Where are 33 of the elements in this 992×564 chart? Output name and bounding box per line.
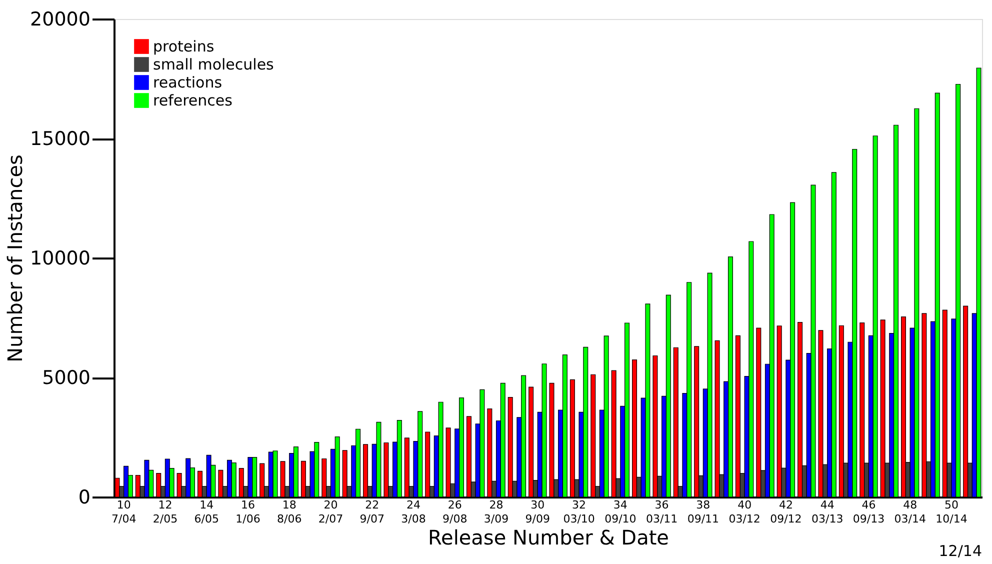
y-tick-label: 5000 <box>42 367 90 389</box>
x-tick-label: 40 03/12 <box>728 498 760 526</box>
x-tick-label: 38 09/11 <box>687 498 720 526</box>
x-tick-label: 12 2/05 <box>152 498 178 526</box>
legend-label: small molecules <box>153 56 274 74</box>
legend-label: reactions <box>153 74 222 92</box>
x-tick-label: 36 03/11 <box>646 498 678 526</box>
x-tick-label: 20 2/07 <box>318 498 344 526</box>
y-tick-label: 20000 <box>30 8 90 30</box>
x-tick-label: 28 3/09 <box>484 498 509 526</box>
x-axis-title: Release Number & Date <box>428 526 669 550</box>
text: 12/14 <box>938 542 982 560</box>
x-tick-label: 16 1/06 <box>236 498 260 526</box>
x-tick-label: 50 10/14 <box>936 498 968 526</box>
x-tick-label: 26 9/08 <box>442 498 468 526</box>
x-tick-label: 10 7/04 <box>111 498 136 526</box>
legend-label: proteins <box>153 38 214 56</box>
x-tick-label: 22 9/07 <box>360 498 384 526</box>
x-tick-label: 42 09/12 <box>770 498 802 526</box>
y-tick-label: 10000 <box>30 248 90 270</box>
x-tick-label: 46 09/13 <box>852 498 885 526</box>
x-tick-label: 30 9/09 <box>525 498 550 526</box>
y-tick-label: 0 <box>78 486 90 508</box>
x-tick-label: 14 6/05 <box>194 498 219 526</box>
x-tick-label: 32 03/10 <box>563 498 595 526</box>
y-tick-label: 15000 <box>30 128 90 150</box>
x-tick-label: 44 03/13 <box>811 498 844 526</box>
x-tick-label: 24 3/08 <box>401 498 426 526</box>
y-axis-title: Number of Instances <box>3 154 28 362</box>
x-tick-label: 48 03/14 <box>894 498 926 526</box>
legend-label: references <box>153 92 233 110</box>
x-tick-label: 18 8/06 <box>277 498 302 526</box>
x-tick-label: 34 09/10 <box>604 498 636 526</box>
